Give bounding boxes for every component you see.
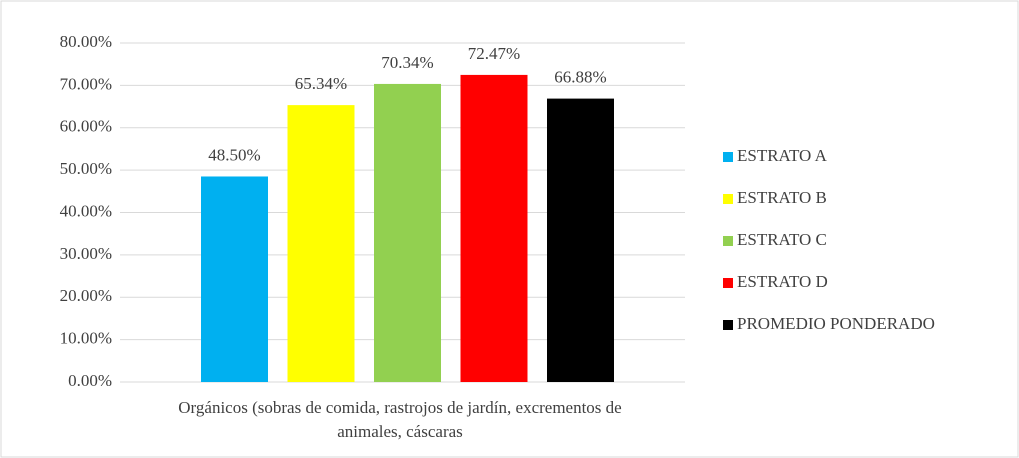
data-label: 66.88% [554, 68, 606, 87]
legend-swatch [723, 278, 733, 288]
y-tick-label: 20.00% [60, 286, 112, 305]
data-label: 72.47% [468, 44, 520, 63]
bar [547, 98, 614, 382]
y-tick-label: 40.00% [60, 201, 112, 220]
y-tick-label: 80.00% [60, 32, 112, 51]
legend-swatch [723, 320, 733, 330]
legend-label: ESTRATO A [737, 146, 828, 165]
data-label: 70.34% [381, 53, 433, 72]
x-tick-label: Orgánicos (sobras de comida, rastrojos d… [178, 398, 622, 441]
data-label: 48.50% [208, 145, 260, 164]
y-tick-label: 60.00% [60, 117, 112, 136]
legend-label: ESTRATO B [737, 188, 827, 207]
legend-label: ESTRATO D [737, 272, 828, 291]
bar [287, 105, 355, 382]
legend-swatch [723, 194, 733, 204]
y-tick-label: 70.00% [60, 74, 112, 93]
legend-swatch [723, 152, 733, 162]
data-label: 65.34% [295, 74, 347, 93]
bar [460, 74, 528, 382]
legend-swatch [723, 236, 733, 246]
bar [374, 83, 441, 382]
y-tick-label: 10.00% [60, 329, 112, 348]
y-tick-label: 0.00% [68, 371, 112, 390]
bar [201, 176, 268, 382]
y-tick-label: 30.00% [60, 244, 112, 263]
legend-label: PROMEDIO PONDERADO [737, 314, 935, 333]
legend-label: ESTRATO C [737, 230, 827, 249]
y-tick-label: 50.00% [60, 159, 112, 178]
